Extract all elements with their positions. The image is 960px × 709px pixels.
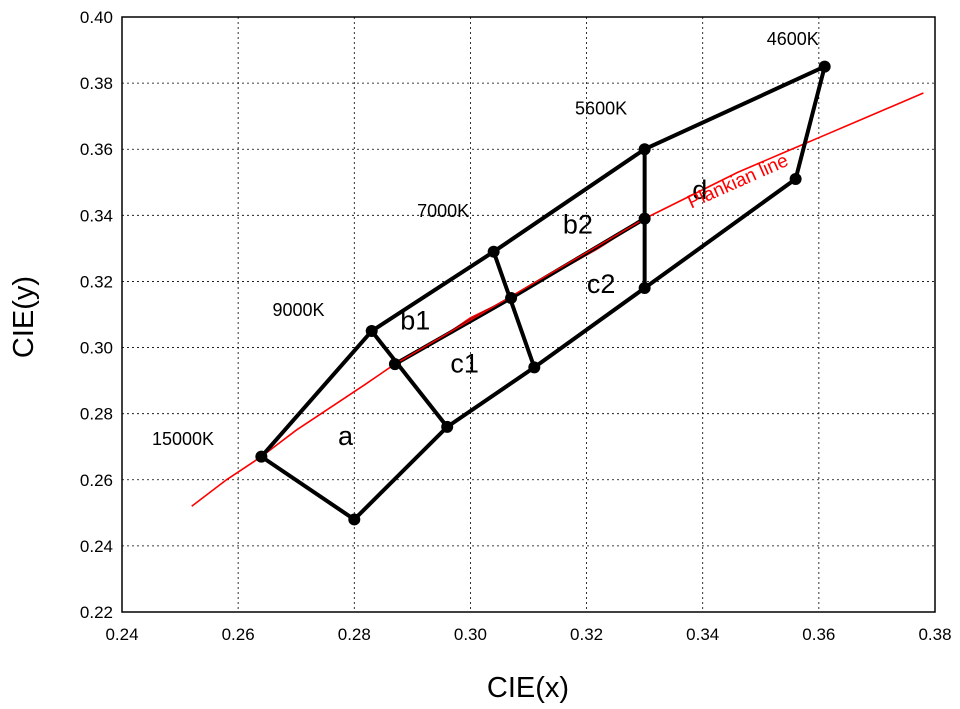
- x-tick-label: 0.34: [686, 625, 719, 644]
- y-tick-label: 0.26: [80, 471, 113, 490]
- data-point: [528, 361, 541, 374]
- segment: [491, 249, 537, 370]
- region-label: c1: [450, 348, 479, 378]
- data-point: [365, 325, 378, 338]
- region-label: b1: [400, 305, 430, 335]
- data-point: [441, 420, 454, 433]
- y-tick-label: 0.24: [80, 537, 113, 556]
- plot-frame: [121, 16, 936, 613]
- x-tick-label: 0.32: [570, 625, 603, 644]
- y-tick-label: 0.32: [80, 272, 113, 291]
- y-tick-label: 0.36: [80, 140, 113, 159]
- y-axis-title: CIE(y): [8, 276, 40, 358]
- segment: [642, 176, 798, 291]
- point-label: 7000K: [417, 201, 469, 221]
- data-point: [505, 291, 518, 304]
- segment: [491, 147, 647, 254]
- y-tick-label: 0.34: [80, 206, 113, 225]
- data-point: [638, 143, 651, 156]
- data-point: [348, 513, 361, 526]
- data-point: [638, 212, 651, 225]
- region-labels: a b1 c1 b2 c2 d: [338, 175, 707, 451]
- segment: [369, 249, 496, 334]
- data-point: [487, 245, 500, 258]
- segment: [369, 329, 450, 429]
- segment: [445, 365, 537, 429]
- data-point: [638, 282, 651, 295]
- x-tick-labels: 0.24 0.26 0.28 0.30 0.32 0.34 0.36 0.38: [105, 625, 951, 644]
- region-label: d: [692, 175, 707, 205]
- y-tick-labels: 0.22 0.24 0.26 0.28 0.30 0.32 0.34 0.36 0.38 0.40: [80, 8, 113, 622]
- region-label: b2: [563, 210, 593, 240]
- data-point: [388, 358, 401, 371]
- segments: [259, 64, 827, 522]
- plankian-overlay: [394, 218, 645, 365]
- data-point: [789, 172, 802, 185]
- x-tick-label: 0.28: [338, 625, 371, 644]
- x-tick-label: 0.26: [222, 625, 255, 644]
- x-tick-label: 0.36: [802, 625, 835, 644]
- y-tick-label: 0.28: [80, 405, 113, 424]
- segment: [352, 424, 450, 522]
- point-labels: 15000K 9000K 7000K 5600K 4600K: [152, 29, 819, 449]
- point-label: 9000K: [273, 300, 325, 320]
- point-label: 4600K: [767, 29, 819, 49]
- x-axis-title: CIE(x): [487, 672, 569, 704]
- data-point: [255, 450, 268, 463]
- data-points: [255, 60, 831, 526]
- segment: [642, 64, 827, 152]
- y-tick-label: 0.38: [80, 74, 113, 93]
- segment: [259, 454, 357, 522]
- segment: [532, 286, 647, 370]
- segment: [793, 64, 827, 181]
- y-tick-label: 0.22: [80, 603, 113, 622]
- data-point: [818, 60, 831, 73]
- x-tick-label: 0.38: [918, 625, 951, 644]
- region-label: a: [338, 421, 354, 451]
- segment: [259, 329, 374, 459]
- grid: [122, 17, 935, 612]
- x-tick-label: 0.30: [454, 625, 487, 644]
- x-tick-label: 0.24: [105, 625, 138, 644]
- y-tick-label: 0.40: [80, 8, 113, 27]
- y-tick-label: 0.30: [80, 339, 113, 358]
- region-label: c2: [587, 269, 616, 299]
- point-label: 5600K: [575, 99, 627, 119]
- point-label: 15000K: [152, 429, 214, 449]
